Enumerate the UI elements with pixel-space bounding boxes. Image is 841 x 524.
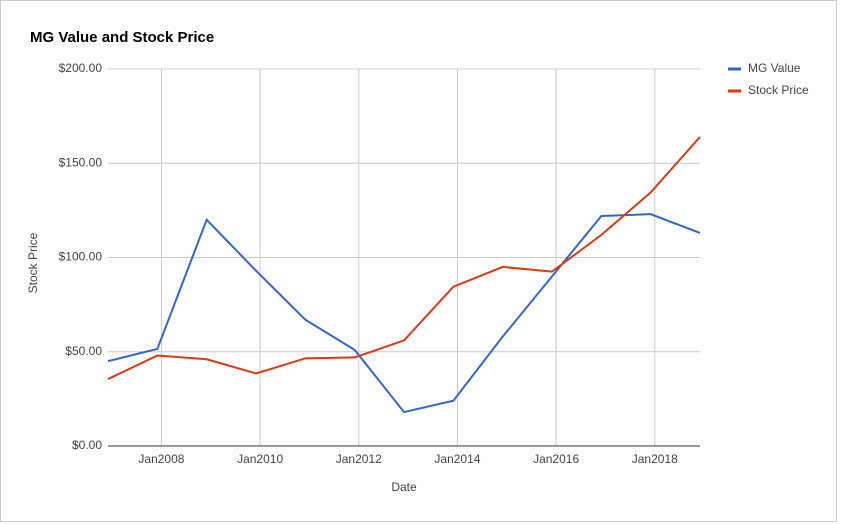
x-tick-label: Jan2014	[434, 452, 480, 466]
y-axis-label: Stock Price	[26, 232, 40, 293]
y-tick-label: $50.00	[65, 344, 102, 358]
y-tick-label: $200.00	[59, 61, 103, 75]
series-line	[107, 136, 701, 380]
legend-label: Stock Price	[748, 83, 809, 97]
x-axis-label: Date	[391, 480, 417, 494]
y-tick-label: $150.00	[59, 155, 103, 169]
x-tick-label: Jan2010	[237, 452, 283, 466]
x-tick-label: Jan2008	[138, 452, 184, 466]
series-line	[107, 213, 701, 414]
x-tick-label: Jan2012	[336, 452, 382, 466]
y-tick-label: $0.00	[72, 438, 102, 452]
y-tick-label: $100.00	[59, 250, 103, 264]
x-tick-label: Jan2016	[533, 452, 579, 466]
chart-title: MG Value and Stock Price	[30, 29, 214, 46]
x-tick-label: Jan2018	[632, 452, 678, 466]
legend-label: MG Value	[748, 61, 801, 75]
